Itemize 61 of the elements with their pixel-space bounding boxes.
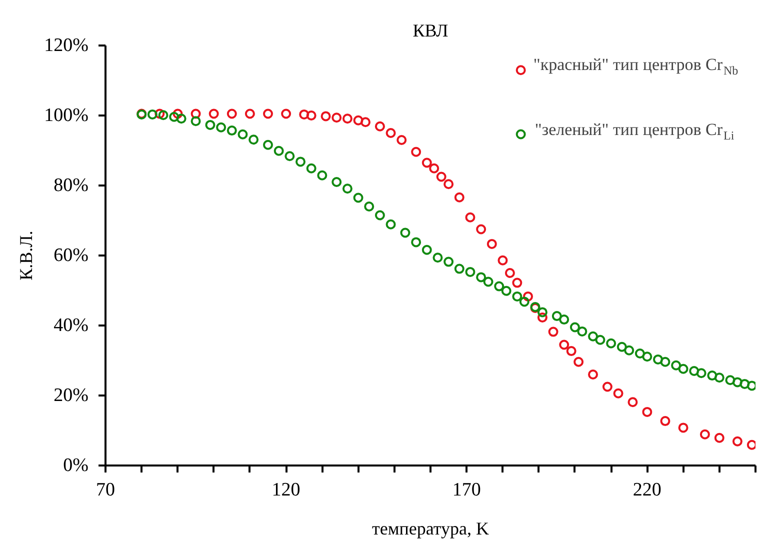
point	[504, 268, 515, 278]
y-tick-label: 20%	[54, 385, 89, 406]
point	[574, 356, 584, 367]
point	[396, 135, 407, 145]
point	[353, 115, 364, 126]
point	[244, 108, 255, 119]
point	[281, 108, 292, 119]
point	[411, 146, 422, 157]
point	[566, 346, 576, 356]
point	[444, 179, 454, 190]
point	[422, 158, 432, 168]
point	[360, 117, 370, 128]
point	[299, 109, 310, 120]
point	[332, 112, 342, 123]
point	[154, 108, 165, 119]
point	[498, 255, 508, 266]
point	[746, 440, 756, 450]
point	[678, 422, 688, 433]
point	[263, 108, 273, 119]
point	[436, 172, 446, 182]
point	[465, 212, 476, 222]
x-tick-label: 70	[96, 480, 115, 500]
point	[537, 312, 548, 322]
point	[512, 278, 522, 288]
point	[486, 238, 497, 249]
point	[172, 108, 183, 119]
point	[588, 370, 598, 380]
point	[714, 432, 724, 443]
point	[208, 108, 219, 119]
point	[613, 388, 624, 398]
point	[660, 416, 670, 426]
x-axis-title: температура, K	[372, 518, 490, 538]
point	[320, 111, 331, 122]
point	[548, 326, 558, 337]
point	[374, 121, 385, 132]
point	[386, 128, 396, 138]
point	[454, 192, 464, 202]
y-tick-label: 100%	[44, 105, 89, 126]
y-tick-label: 80%	[54, 175, 89, 196]
x-tick-label: 220	[632, 480, 662, 500]
y-tick-label: 60%	[54, 245, 89, 266]
point	[642, 406, 652, 417]
y-tick-label: 40%	[54, 315, 89, 336]
point	[523, 291, 533, 302]
point	[732, 436, 742, 446]
x-tick-label: 170	[452, 480, 481, 500]
point	[476, 224, 486, 234]
y-tick-label: 120%	[44, 35, 89, 56]
point	[602, 382, 612, 392]
y-tick-label: 0%	[63, 455, 89, 476]
y-axis-title: К.В.Л.	[16, 230, 36, 280]
point	[429, 163, 440, 174]
point	[190, 108, 201, 119]
point	[559, 340, 570, 350]
point	[306, 110, 316, 120]
point	[226, 108, 237, 119]
x-tick-label: 120	[272, 480, 300, 500]
point	[700, 429, 710, 440]
point	[342, 114, 352, 124]
chart-title: КВЛ	[412, 20, 448, 40]
point	[628, 397, 638, 408]
